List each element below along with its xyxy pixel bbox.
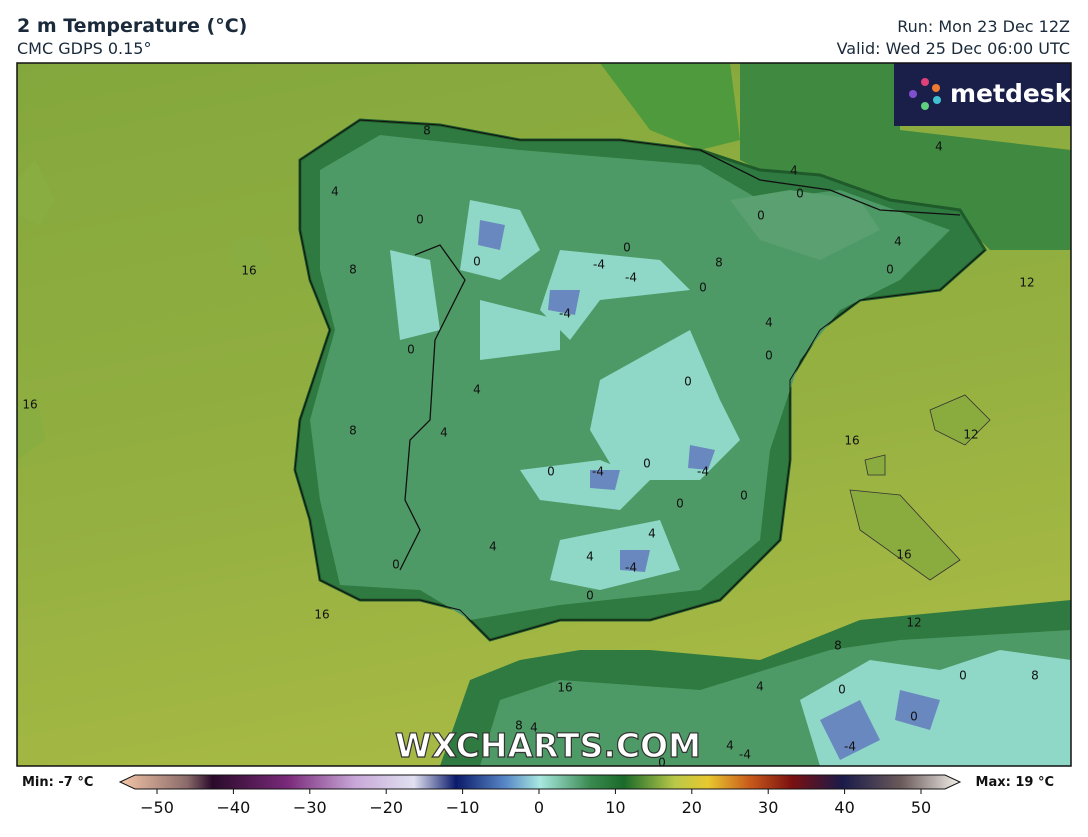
contour-label: 16 bbox=[844, 434, 859, 448]
contour-label: 4 bbox=[765, 316, 773, 330]
contour-label: 0 bbox=[959, 669, 967, 683]
watermark: WXCHARTS.COM bbox=[395, 726, 701, 765]
contour-label: 4 bbox=[756, 680, 764, 694]
contour-label: 0 bbox=[407, 343, 415, 357]
contour-label: 0 bbox=[838, 683, 846, 697]
colorbar-tick-label: 40 bbox=[834, 798, 854, 817]
contour-label: 0 bbox=[740, 489, 748, 503]
colorbar-tick-label: 50 bbox=[911, 798, 931, 817]
contour-label: 4 bbox=[726, 739, 734, 753]
colorbar-tick-label: −20 bbox=[369, 798, 403, 817]
colorbar-tick-label: 10 bbox=[605, 798, 625, 817]
contour-label: 0 bbox=[623, 241, 631, 255]
contour-label: 0 bbox=[684, 375, 692, 389]
colorbar-tick-label: 20 bbox=[682, 798, 702, 817]
contour-label: -4 bbox=[844, 740, 856, 754]
title: 2 m Temperature (°C) bbox=[17, 15, 247, 37]
contour-label: 12 bbox=[1019, 276, 1034, 290]
contour-label: 0 bbox=[416, 213, 424, 227]
colorbar-tick-label: 0 bbox=[534, 798, 544, 817]
contour-label: 4 bbox=[473, 383, 481, 397]
contour-label: -4 bbox=[739, 748, 751, 762]
contour-label: 16 bbox=[314, 608, 329, 622]
colorbar-tick-label: 30 bbox=[758, 798, 778, 817]
subtitle: CMC GDPS 0.15° bbox=[17, 39, 151, 58]
contour-label: -4 bbox=[592, 465, 604, 479]
contour-label: -4 bbox=[625, 561, 637, 575]
contour-label: 8 bbox=[349, 424, 357, 438]
contour-label: 16 bbox=[557, 681, 572, 695]
colorbar-tick-label: −30 bbox=[293, 798, 327, 817]
min-label: Min: -7 °C bbox=[22, 775, 93, 790]
contour-label: 16 bbox=[896, 548, 911, 562]
colorbar-tick-label: −40 bbox=[217, 798, 251, 817]
contour-label: 4 bbox=[440, 426, 448, 440]
contour-label: 0 bbox=[473, 255, 481, 269]
contour-label: 8 bbox=[349, 263, 357, 277]
contour-label: 4 bbox=[935, 140, 943, 154]
contour-label: 8 bbox=[1031, 669, 1039, 683]
colorbar-tick-label: −50 bbox=[140, 798, 174, 817]
contour-label: 0 bbox=[699, 281, 707, 295]
contour-label: 8 bbox=[423, 124, 431, 138]
contour-label: 4 bbox=[489, 540, 497, 554]
contour-label: -4 bbox=[625, 271, 637, 285]
contour-label: 4 bbox=[586, 550, 594, 564]
max-label: Max: 19 °C bbox=[976, 775, 1054, 790]
contour-label: 0 bbox=[643, 457, 651, 471]
contour-label: 0 bbox=[586, 589, 594, 603]
contour-label: 0 bbox=[757, 209, 765, 223]
contour-label: 4 bbox=[530, 721, 538, 735]
colorbar bbox=[118, 774, 962, 790]
contour-label: 16 bbox=[22, 398, 37, 412]
contour-label: 12 bbox=[906, 616, 921, 630]
contour-label: 0 bbox=[676, 497, 684, 511]
contour-label: 4 bbox=[790, 164, 798, 178]
contour-label: 0 bbox=[796, 187, 804, 201]
valid-time: Valid: Wed 25 Dec 06:00 UTC bbox=[837, 39, 1070, 58]
contour-label: 0 bbox=[886, 263, 894, 277]
contour-label: 8 bbox=[834, 639, 842, 653]
contour-label: 4 bbox=[648, 527, 656, 541]
contour-label: 12 bbox=[963, 428, 978, 442]
contour-label: 0 bbox=[765, 349, 773, 363]
colorbar-tick-label: −10 bbox=[446, 798, 480, 817]
contour-label: -4 bbox=[593, 258, 605, 272]
contour-label: 8 bbox=[715, 256, 723, 270]
contour-label: 4 bbox=[894, 235, 902, 249]
contour-label: 0 bbox=[392, 558, 400, 572]
contour-label: 0 bbox=[658, 756, 666, 770]
contour-label: 4 bbox=[331, 185, 339, 199]
run-time: Run: Mon 23 Dec 12Z bbox=[897, 17, 1070, 36]
logo: metdesk bbox=[950, 79, 1073, 108]
contour-label: -4 bbox=[697, 465, 709, 479]
contour-label: 8 bbox=[515, 719, 523, 733]
contour-label: 16 bbox=[241, 264, 256, 278]
contour-label: 0 bbox=[547, 465, 555, 479]
contour-label: 0 bbox=[910, 710, 918, 724]
contour-label: -4 bbox=[559, 307, 571, 321]
